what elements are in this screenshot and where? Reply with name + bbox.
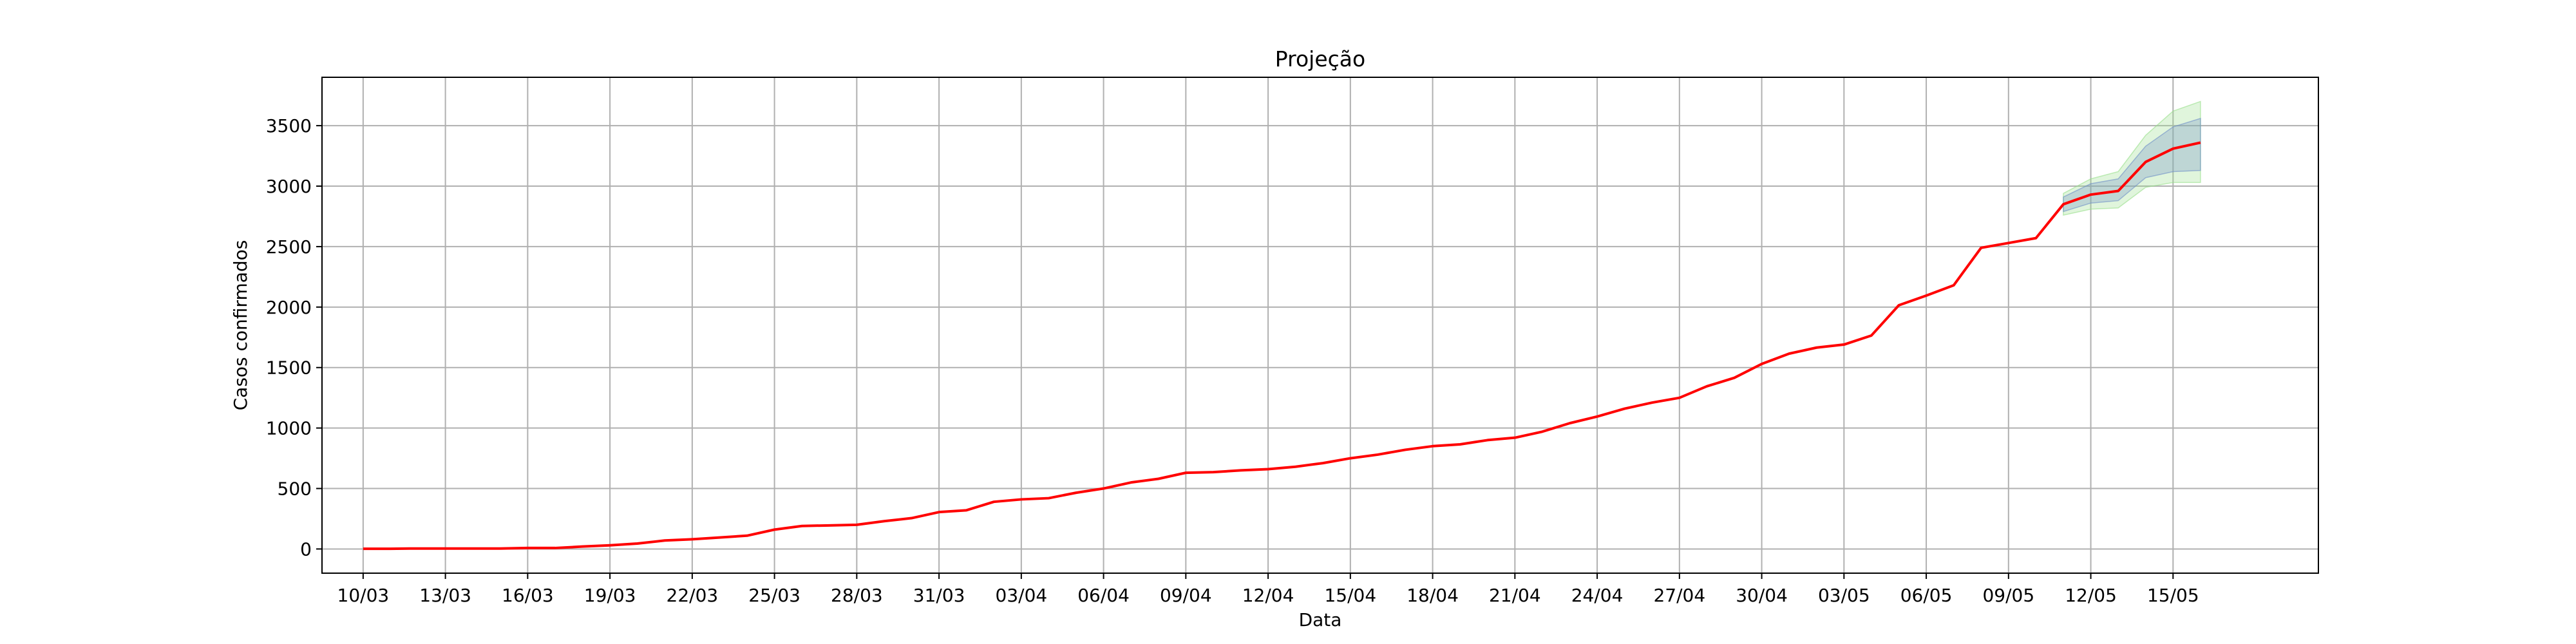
y-axis-title: Casos confirmados [230, 240, 251, 411]
x-tick-label: 03/05 [1818, 585, 1870, 606]
x-tick-label: 16/03 [502, 585, 554, 606]
confidence-bands [2063, 100, 2201, 216]
y-tick-label: 1000 [266, 418, 312, 439]
x-tick-label: 12/05 [2065, 585, 2117, 606]
y-tick-label: 1500 [266, 357, 312, 379]
x-tick-label: 21/04 [1489, 585, 1541, 606]
confidence-band [2063, 100, 2201, 216]
x-tick-label: 24/04 [1571, 585, 1624, 606]
x-tick-label: 22/03 [667, 585, 719, 606]
series-lines [363, 141, 2201, 551]
x-tick-label: 12/04 [1242, 585, 1294, 606]
series-line [363, 141, 2201, 551]
y-tick-label: 2000 [266, 297, 312, 318]
x-tick-label: 25/03 [748, 585, 800, 606]
y-axis-ticks: 0 500 1000 1500 2000 2500 3000 3500 [266, 115, 322, 560]
y-tick-label: 3000 [266, 176, 312, 197]
x-tick-label: 13/03 [419, 585, 471, 606]
y-tick-label: 3500 [266, 115, 312, 137]
x-tick-label: 30/04 [1736, 585, 1788, 606]
x-tick-label: 09/04 [1160, 585, 1212, 606]
x-tick-label: 15/04 [1324, 585, 1376, 606]
confidence-band [2063, 117, 2201, 213]
x-tick-label: 28/03 [831, 585, 883, 606]
y-tick-label: 2500 [266, 236, 312, 258]
x-axis-title: Data [1299, 609, 1342, 630]
x-tick-label: 06/04 [1077, 585, 1130, 606]
x-tick-label: 15/05 [2147, 585, 2199, 606]
x-axis-ticks: 10/03 13/03 16/03 19/03 22/03 25/03 28/03 31/03… [337, 573, 2199, 606]
x-tick-label: 10/03 [337, 585, 390, 606]
x-tick-label: 09/05 [1982, 585, 2034, 606]
chart-title: Projeção [1275, 46, 1365, 71]
y-tick-label: 0 [300, 538, 312, 560]
x-tick-label: 27/04 [1653, 585, 1705, 606]
x-tick-label: 19/03 [584, 585, 636, 606]
plot-frame [321, 77, 2319, 574]
x-tick-label: 03/04 [996, 585, 1048, 606]
x-tick-label: 06/05 [1900, 585, 1953, 606]
x-tick-label: 31/03 [913, 585, 965, 606]
x-tick-label: 18/04 [1406, 585, 1459, 606]
y-tick-label: 500 [278, 478, 312, 500]
